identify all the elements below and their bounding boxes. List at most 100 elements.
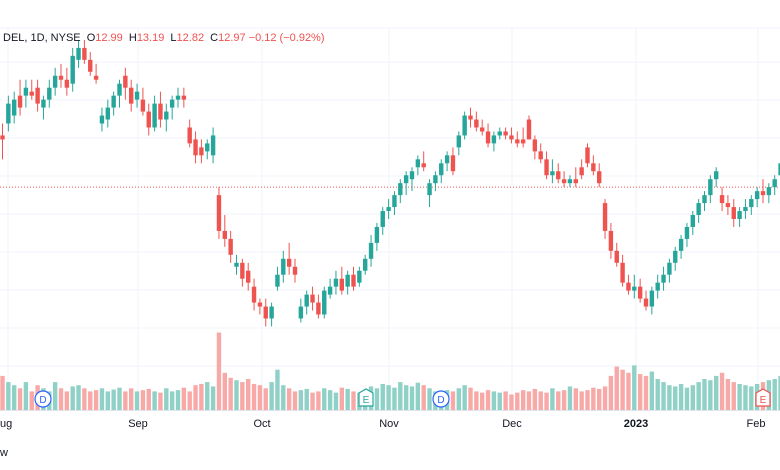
volume-bar (304, 388, 309, 410)
volume-bar (392, 387, 397, 410)
event-marker[interactable]: E (358, 388, 374, 407)
candle (99, 107, 105, 132)
volume-bar (164, 388, 169, 410)
candle-body (585, 147, 590, 164)
candle (503, 127, 508, 140)
candle (626, 274, 631, 295)
candle-body (333, 278, 339, 287)
volume-bar (749, 386, 754, 410)
volume-bar (339, 387, 344, 410)
candle-body (772, 179, 777, 188)
candle (23, 79, 29, 108)
candle-body (386, 207, 391, 212)
candle (339, 266, 344, 295)
candle-body (556, 171, 561, 180)
candle-body (158, 103, 163, 120)
volume-bar (0, 375, 5, 410)
candle-body (222, 230, 227, 239)
candle (216, 187, 222, 239)
event-marker[interactable]: D (34, 390, 52, 408)
candle-body (281, 258, 286, 275)
candle-body (439, 163, 444, 176)
volume-bar (526, 391, 532, 410)
volume-bar (6, 382, 11, 410)
earnings-marker-icon (358, 388, 374, 407)
candle (304, 290, 309, 315)
candle-body (538, 151, 543, 160)
candle (462, 111, 467, 140)
volume-bar (556, 391, 561, 410)
candle (152, 95, 157, 132)
volume-bar (58, 388, 64, 410)
candle-body (544, 159, 549, 176)
candle (111, 91, 116, 116)
x-tick-label: Oct (253, 418, 270, 430)
candle-body (550, 171, 555, 176)
volume-bar (374, 388, 380, 410)
volume-bar (175, 390, 181, 410)
volume-bar (772, 379, 777, 410)
candle-body (626, 282, 631, 291)
volume-bar (567, 386, 573, 410)
volume-bar (146, 388, 151, 410)
candle-body (684, 226, 690, 239)
volume-bar (468, 387, 473, 410)
candle-body (766, 187, 772, 196)
volume-bar (509, 394, 514, 410)
candle-body (82, 47, 87, 60)
candle-body (608, 230, 614, 251)
candle (690, 211, 695, 235)
candle (146, 103, 151, 136)
candle-body (380, 211, 385, 227)
candle-body (468, 115, 473, 120)
volume-bar (462, 385, 467, 410)
volume-bar (620, 369, 625, 410)
candle-body (368, 242, 374, 259)
x-tick-label: Sep (128, 418, 148, 430)
candle-body (134, 91, 140, 100)
candle-body (76, 47, 81, 60)
volume-bar (310, 392, 315, 410)
volume-bar (257, 385, 263, 410)
candle (12, 91, 17, 124)
candle-body (597, 171, 602, 184)
candle-body (392, 195, 397, 208)
volume-bar (269, 382, 274, 410)
candle (696, 199, 701, 223)
volume-bar (708, 380, 713, 410)
low-label: L (170, 32, 177, 44)
candle-body (286, 258, 292, 267)
volume-bar (450, 391, 456, 410)
candle (667, 258, 672, 283)
volume-bar (216, 332, 222, 410)
candle-body (421, 163, 426, 168)
candle (398, 179, 403, 204)
candle (199, 139, 204, 164)
candle (123, 67, 128, 100)
candle (427, 179, 432, 208)
candle-body (509, 135, 514, 140)
volume-bar (520, 390, 526, 410)
volume-bar (415, 382, 421, 410)
candle (678, 234, 684, 259)
volume-bar (731, 382, 736, 410)
event-marker[interactable]: D (432, 390, 450, 408)
candle-body (725, 203, 731, 208)
volume-bar (158, 392, 163, 410)
candle (29, 79, 34, 100)
candle (93, 63, 99, 84)
candle (292, 258, 298, 283)
symbol-info[interactable]: DEL, 1D, NYSE (3, 32, 81, 44)
volume-bar (643, 375, 649, 410)
candle (169, 95, 175, 120)
volume-bar (684, 387, 690, 410)
event-marker[interactable]: E (755, 388, 771, 407)
candle (561, 171, 567, 188)
volume-bar (281, 385, 286, 410)
volume-bar (690, 385, 695, 410)
watermark-text: w (0, 447, 8, 459)
candle (520, 127, 526, 148)
candle (491, 131, 497, 152)
